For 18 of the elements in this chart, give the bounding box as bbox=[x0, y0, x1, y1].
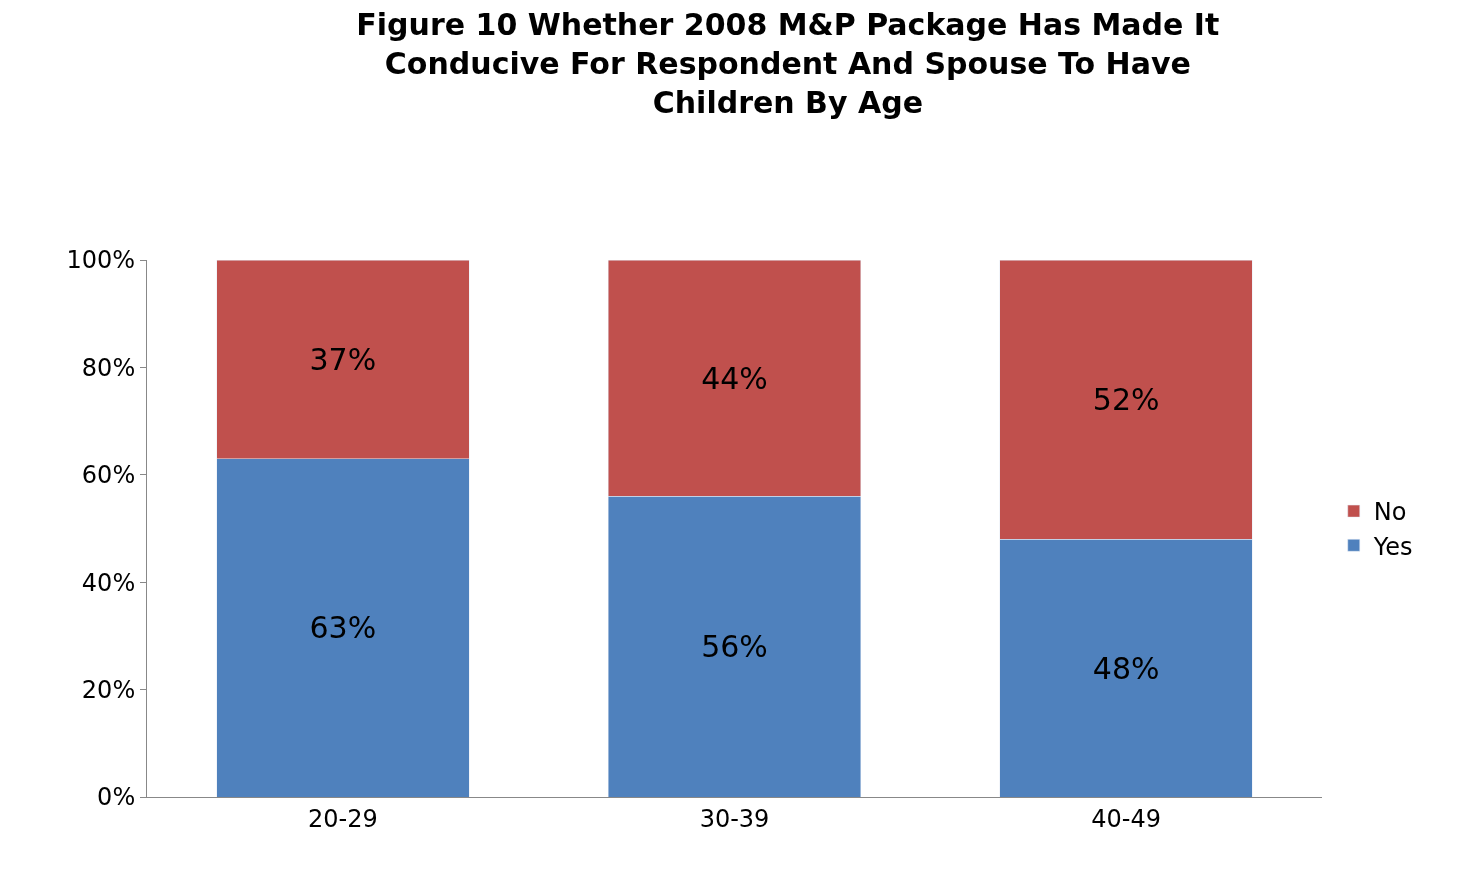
y-tick-label: 80% bbox=[81, 353, 136, 382]
data-label: 48% bbox=[1092, 650, 1160, 686]
y-tick-label: 20% bbox=[81, 676, 136, 704]
y-tick-label: 100% bbox=[66, 246, 136, 275]
legend-label: No bbox=[1373, 498, 1407, 527]
x-tick-label: 40-49 bbox=[1091, 804, 1162, 833]
data-label: 44% bbox=[701, 360, 768, 396]
chart-title: Figure 10 Whether 2008 M&P Package Has Made It Conducive For Respondent And Spouse To Have Children By Age bbox=[356, 7, 1220, 121]
data-label: 63% bbox=[309, 610, 377, 646]
y-tick-label: 40% bbox=[81, 568, 136, 597]
y-tick-label: 0% bbox=[97, 783, 136, 812]
y-tick-label: 60% bbox=[81, 461, 136, 490]
data-label: 37% bbox=[309, 341, 377, 377]
x-tick-label: 30-39 bbox=[699, 804, 770, 833]
x-tick-label: 20-29 bbox=[307, 804, 378, 833]
legend-label: Yes bbox=[1372, 532, 1413, 561]
data-label: 52% bbox=[1092, 382, 1160, 418]
data-label: 56% bbox=[701, 629, 768, 665]
